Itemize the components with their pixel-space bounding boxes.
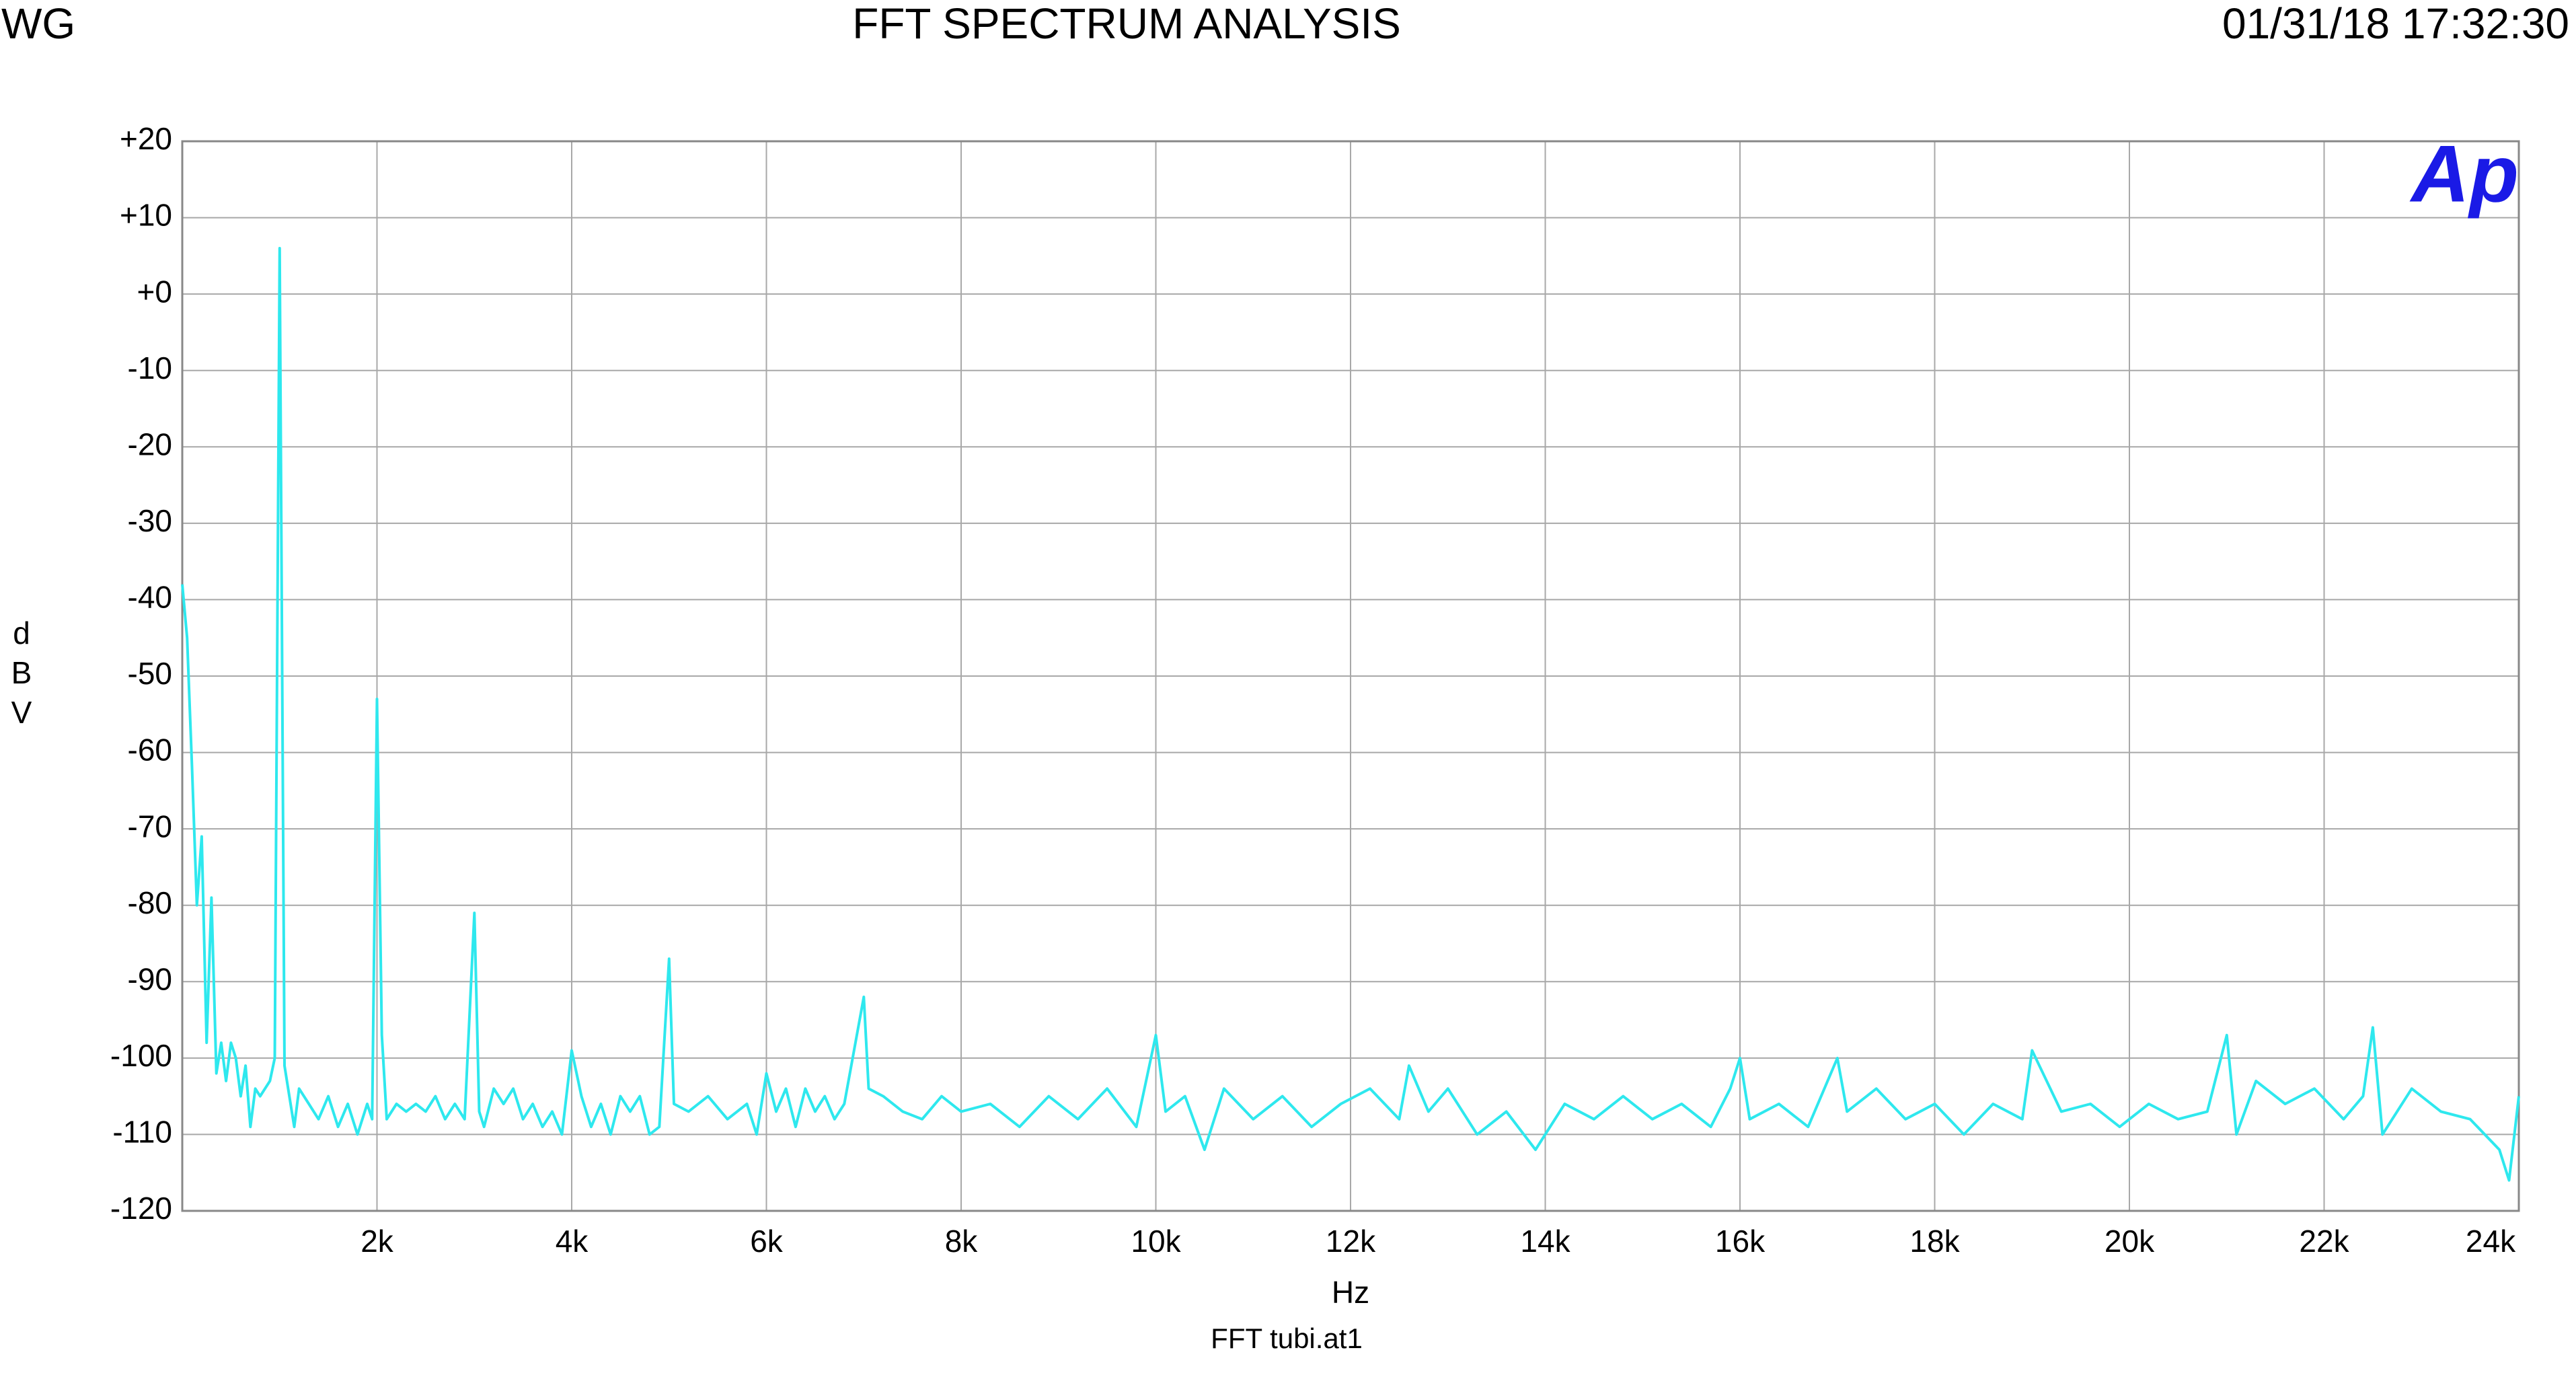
y-tick-label: -20: [128, 426, 172, 461]
y-tick-label: -50: [128, 656, 172, 691]
spectrum-line: [181, 247, 2520, 1182]
y-tick-label: -90: [128, 961, 172, 996]
x-tick-label: 6k: [750, 1224, 784, 1259]
y-tick-label: -100: [110, 1038, 172, 1073]
timestamp: 01/31/18 17:32:30: [2222, 0, 2569, 48]
x-tick-label: 16k: [1715, 1224, 1766, 1259]
header-left: WG: [1, 0, 75, 48]
y-tick-label: -70: [128, 809, 172, 844]
y-tick-label: +0: [137, 274, 172, 309]
y-tick-label: -120: [110, 1191, 172, 1226]
x-tick-label: 24k: [2466, 1224, 2516, 1259]
logo: Ap: [2409, 129, 2519, 219]
x-axis-label: Hz: [1332, 1275, 1369, 1310]
y-tick-label: -10: [128, 350, 172, 385]
footer: FFT tubi.at1: [1211, 1323, 1363, 1354]
x-tick-label: 20k: [2105, 1224, 2155, 1259]
y-tick-label: +20: [120, 121, 172, 156]
x-tick-label: 10k: [1131, 1224, 1181, 1259]
y-tick-label: +10: [120, 198, 172, 233]
x-tick-label: 2k: [361, 1224, 394, 1259]
x-tick-label: 22k: [2299, 1224, 2349, 1259]
x-tick-label: 18k: [1909, 1224, 1960, 1259]
x-tick-label: 4k: [556, 1224, 589, 1259]
y-tick-label: -80: [128, 885, 172, 920]
y-tick-label: -30: [128, 503, 172, 538]
y-tick-label: -60: [128, 733, 172, 768]
x-tick-label: 8k: [945, 1224, 979, 1259]
plot-frame: [181, 140, 2520, 1212]
y-tick-label: -110: [112, 1115, 172, 1150]
y-tick-label: -40: [128, 580, 172, 615]
x-tick-label: 14k: [1520, 1224, 1570, 1259]
x-tick-label: 12k: [1326, 1224, 1376, 1259]
chart-title: FFT SPECTRUM ANALYSIS: [852, 0, 1401, 48]
